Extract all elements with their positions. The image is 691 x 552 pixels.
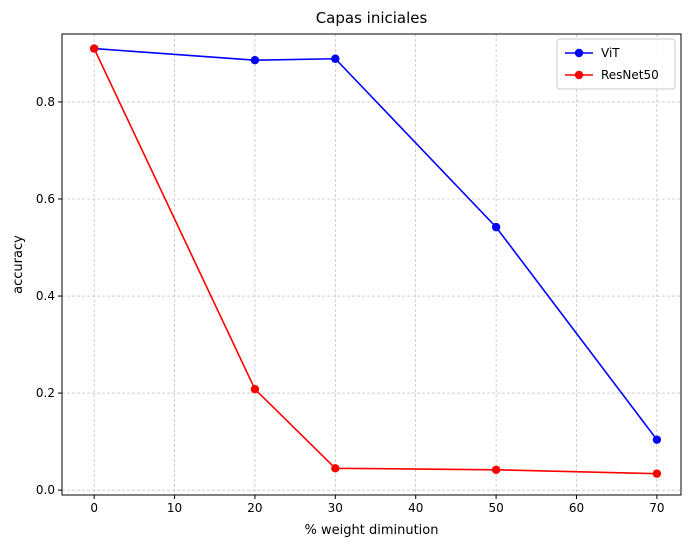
series-resnet50 [89, 44, 662, 478]
legend-items: ViT ResNet50 [565, 46, 659, 82]
legend-item-resnet50: ResNet50 [565, 68, 659, 82]
data-point [331, 464, 340, 473]
data-point [89, 44, 99, 53]
x-tick-label: 20 [247, 501, 262, 515]
legend-item-vit: ViT [565, 46, 620, 60]
x-tick-label: 0 [90, 501, 98, 515]
legend-box [556, 38, 676, 90]
legend-marker [574, 48, 584, 58]
x-tick-label: 10 [167, 501, 182, 515]
y-tick-label: 0.6 [36, 192, 55, 206]
series-vit [89, 44, 662, 444]
data-point [652, 435, 662, 444]
y-axis-label: accuracy [11, 235, 26, 294]
series-line [93, 48, 657, 475]
series-line [94, 47, 658, 441]
y-tick-label: 0.2 [36, 386, 55, 400]
x-tick-label: 40 [408, 501, 423, 515]
x-tick-label: 70 [649, 501, 664, 515]
legend-marker [574, 70, 584, 80]
x-tick-label: 30 [328, 501, 343, 515]
grid-lines [62, 34, 681, 495]
y-tick-label: 0.8 [36, 95, 55, 109]
y-tick-label: 0.0 [36, 483, 55, 497]
legend: ViT ResNet50 [556, 38, 676, 90]
data-point [652, 469, 662, 478]
data-point [331, 54, 340, 63]
plot-frame [61, 33, 682, 496]
x-tick-label: 60 [569, 501, 584, 515]
x-axis-label: % weight diminution [305, 523, 439, 538]
data-point [491, 222, 501, 232]
legend-label: ViT [601, 46, 620, 60]
legend-label: ResNet50 [601, 68, 659, 82]
x-tick-label: 50 [488, 501, 503, 515]
chart-title: Capas iniciales [316, 9, 428, 27]
y-tick-label: 0.4 [36, 289, 55, 303]
series-layer [89, 44, 662, 478]
data-point [250, 56, 260, 65]
data-point [250, 385, 260, 394]
axis-ticks: 0 10 20 30 40 50 60 70 0.0 0.2 0.4 0.6 0.8 [36, 95, 665, 515]
data-point [491, 465, 501, 474]
